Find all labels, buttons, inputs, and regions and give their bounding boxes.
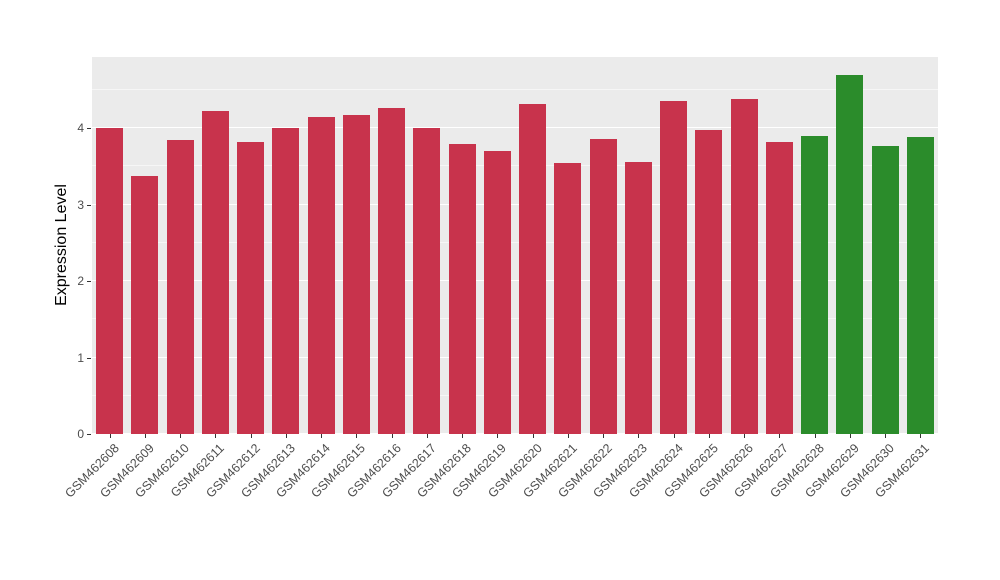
y-tick-mark xyxy=(87,128,91,130)
x-tick-mark xyxy=(603,434,605,438)
bar-GSM462622 xyxy=(589,138,617,434)
x-tick-mark xyxy=(567,434,569,438)
bar-GSM462617 xyxy=(413,128,441,434)
gridline-minor xyxy=(92,165,938,167)
y-tick-label: 0 xyxy=(77,427,84,441)
y-tick-mark xyxy=(87,357,91,359)
x-tick-mark xyxy=(144,434,146,438)
bar-GSM462614 xyxy=(307,116,335,434)
x-tick-mark xyxy=(885,434,887,438)
x-tick-mark xyxy=(532,434,534,438)
bar-GSM462620 xyxy=(519,104,547,434)
bar-GSM462618 xyxy=(448,144,476,434)
y-tick-mark xyxy=(87,281,91,283)
x-tick-mark xyxy=(180,434,182,438)
gridline-minor xyxy=(92,394,938,396)
gridline-major xyxy=(92,127,938,129)
gridline-minor xyxy=(92,88,938,90)
bar-GSM462616 xyxy=(378,108,406,434)
x-tick-mark xyxy=(109,434,111,438)
bar-GSM462628 xyxy=(801,135,829,434)
x-tick-mark xyxy=(250,434,252,438)
bar-GSM462609 xyxy=(131,175,159,434)
bar-GSM462612 xyxy=(237,141,265,434)
bar-GSM462629 xyxy=(836,74,864,434)
bar-GSM462624 xyxy=(660,100,688,434)
gridline-major xyxy=(92,433,938,434)
gridline-major xyxy=(92,280,938,282)
bar-GSM462613 xyxy=(272,128,300,434)
x-tick-mark xyxy=(920,434,922,438)
y-tick-label: 2 xyxy=(77,274,84,289)
x-tick-mark xyxy=(426,434,428,438)
bar-GSM462626 xyxy=(730,99,758,434)
bar-GSM462630 xyxy=(871,145,899,434)
x-tick-mark xyxy=(744,434,746,438)
x-tick-mark xyxy=(849,434,851,438)
bar-GSM462611 xyxy=(201,111,229,434)
x-tick-mark xyxy=(779,434,781,438)
bar-GSM462610 xyxy=(166,140,194,434)
gridline-major xyxy=(92,356,938,358)
x-tick-mark xyxy=(215,434,217,438)
x-tick-mark xyxy=(638,434,640,438)
x-tick-mark xyxy=(814,434,816,438)
gridline-minor xyxy=(92,241,938,243)
x-tick-mark xyxy=(356,434,358,438)
x-tick-mark xyxy=(673,434,675,438)
y-tick-mark xyxy=(87,434,91,435)
x-tick-mark xyxy=(708,434,710,438)
y-tick-label: 4 xyxy=(77,121,84,136)
bar-GSM462619 xyxy=(483,151,511,434)
bar-GSM462623 xyxy=(624,161,652,434)
x-tick-mark xyxy=(462,434,464,438)
y-tick-label: 1 xyxy=(77,350,84,365)
bar-GSM462615 xyxy=(342,115,370,434)
bar-GSM462621 xyxy=(554,162,582,434)
y-tick-label: 3 xyxy=(77,197,84,212)
gridline-major xyxy=(92,203,938,205)
gridline-minor xyxy=(92,318,938,320)
bar-GSM462625 xyxy=(695,130,723,434)
y-tick-mark xyxy=(87,204,91,206)
x-tick-mark xyxy=(285,434,287,438)
bar-GSM462631 xyxy=(906,137,934,434)
x-tick-mark xyxy=(497,434,499,438)
bar-GSM462608 xyxy=(96,128,124,434)
plot-panel xyxy=(92,57,938,434)
x-tick-mark xyxy=(391,434,393,438)
bar-GSM462627 xyxy=(765,141,793,434)
x-tick-mark xyxy=(321,434,323,438)
